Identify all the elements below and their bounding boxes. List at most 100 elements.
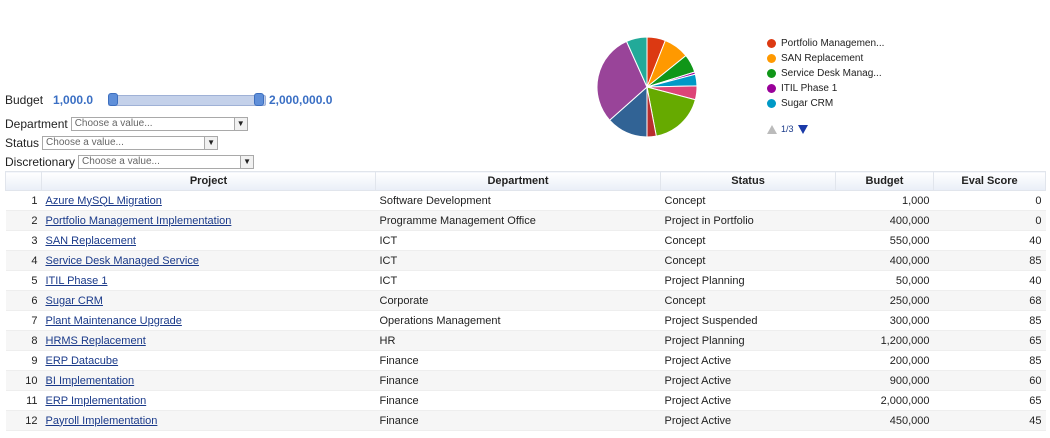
status-cell: Concept [660,250,836,271]
budget-max-handle[interactable] [254,93,264,106]
table-row[interactable]: 3 SAN Replacement ICT Concept 550,000 40 [5,230,1046,251]
row-number: 4 [5,250,42,271]
table-row[interactable]: 8 HRMS Replacement HR Project Planning 1,200… [5,330,1046,351]
legend-label: Portfolio Managemen... [781,38,885,49]
department-cell: Finance [375,390,661,411]
project-link[interactable]: BI Implementation [45,374,135,387]
legend-page-indicator: 1/3 [781,124,794,134]
project-link[interactable]: Payroll Implementation [45,414,158,427]
legend-swatch [767,39,776,48]
legend-swatch [767,99,776,108]
project-cell: ERP Datacube [41,350,376,371]
department-cell: ICT [375,250,661,271]
project-link[interactable]: ERP Implementation [45,394,147,407]
department-cell: Finance [375,410,661,431]
pie-slice[interactable] [646,86,696,137]
legend-item[interactable]: Service Desk Manag... [767,66,884,81]
status-cell: Concept [660,190,836,211]
budget-max-value: 2,000,000.0 [269,93,333,107]
chevron-down-icon[interactable]: ▼ [240,155,254,168]
status-cell: Project Active [660,370,836,391]
status-cell: Project Suspended [660,310,836,331]
discretionary-select-placeholder: Choose a value... [82,155,160,167]
budget-cell: 400,000 [835,210,934,231]
chevron-down-icon[interactable]: ▼ [233,117,247,130]
project-cell: ITIL Phase 1 [41,270,376,291]
legend-item[interactable]: ITIL Phase 1 [767,81,884,96]
legend-pager: 1/3 [767,124,808,134]
department-cell: Finance [375,370,661,391]
project-link[interactable]: Plant Maintenance Upgrade [45,314,182,327]
status-select-placeholder: Choose a value... [46,136,124,148]
project-link[interactable]: Azure MySQL Migration [45,194,162,207]
discretionary-select[interactable]: Choose a value... ▼ [78,154,255,169]
eval-score-cell: 85 [933,250,1046,271]
eval-score-column-header[interactable]: Eval Score [933,171,1046,191]
status-cell: Concept [660,230,836,251]
row-number: 6 [5,290,42,311]
eval-score-cell: 40 [933,270,1046,291]
table-row[interactable]: 5 ITIL Phase 1 ICT Project Planning 50,000 40 [5,270,1046,291]
table-row[interactable]: 6 Sugar CRM Corporate Concept 250,000 68 [5,290,1046,311]
project-column-header[interactable]: Project [41,171,376,191]
department-column-header[interactable]: Department [375,171,661,191]
pie-slice[interactable] [625,36,648,88]
department-label: Department [5,116,68,131]
project-link[interactable]: ERP Datacube [45,354,119,367]
project-link[interactable]: Sugar CRM [45,294,103,307]
table-row[interactable]: 11 ERP Implementation Finance Project Activ… [5,390,1046,411]
project-cell: SAN Replacement [41,230,376,251]
project-cell: HRMS Replacement [41,330,376,351]
status-label: Status [5,135,40,150]
status-cell: Project Active [660,350,836,371]
status-cell: Project Planning [660,270,836,291]
row-number: 8 [5,330,42,351]
eval-score-cell: 85 [933,310,1046,331]
legend-label: SAN Replacement [781,53,864,64]
department-select[interactable]: Choose a value... ▼ [70,116,248,131]
legend-item[interactable]: Portfolio Managemen... [767,36,884,51]
project-cell: Service Desk Managed Service [41,250,376,271]
project-link[interactable]: ITIL Phase 1 [45,274,108,287]
table-row[interactable]: 12 Payroll Implementation Finance Project A… [5,410,1046,431]
legend-next-page-icon[interactable] [797,124,808,134]
status-column-header[interactable]: Status [660,171,836,191]
budget-cell: 1,000 [835,190,934,211]
table-row[interactable]: 2 Portfolio Management Implementation Prog… [5,210,1046,231]
budget-pie-chart[interactable] [590,30,704,144]
legend-item[interactable]: Sugar CRM [767,96,884,111]
legend-item[interactable]: SAN Replacement [767,51,884,66]
department-cell: Corporate [375,290,661,311]
budget-column-header[interactable]: Budget [835,171,934,191]
budget-range-slider[interactable] [108,93,266,106]
budget-cell: 1,200,000 [835,330,934,351]
pie-slice[interactable] [596,40,648,121]
project-cell: Plant Maintenance Upgrade [41,310,376,331]
table-row[interactable]: 1 Azure MySQL Migration Software Developme… [5,190,1046,211]
budget-cell: 250,000 [835,290,934,311]
chevron-down-icon[interactable]: ▼ [204,136,218,149]
budget-min-handle[interactable] [108,93,118,106]
budget-cell: 400,000 [835,250,934,271]
project-link[interactable]: Portfolio Management Implementation [45,214,232,227]
eval-score-cell: 65 [933,390,1046,411]
legend-prev-page-icon[interactable] [767,124,777,134]
department-cell: Programme Management Office [375,210,661,231]
project-cell: Portfolio Management Implementation [41,210,376,231]
project-link[interactable]: Service Desk Managed Service [45,254,199,267]
project-link[interactable]: SAN Replacement [45,234,137,247]
status-cell: Project Planning [660,330,836,351]
table-row[interactable]: 10 BI Implementation Finance Project Active… [5,370,1046,391]
table-row[interactable]: 7 Plant Maintenance Upgrade Operations Man… [5,310,1046,331]
legend-label: Sugar CRM [781,98,834,109]
row-number-header [5,171,42,191]
table-row[interactable]: 9 ERP Datacube Finance Project Active 200,00… [5,350,1046,371]
project-link[interactable]: HRMS Replacement [45,334,146,347]
project-cell: BI Implementation [41,370,376,391]
department-cell: ICT [375,270,661,291]
budget-cell: 900,000 [835,370,934,391]
eval-score-cell: 85 [933,350,1046,371]
table-row[interactable]: 4 Service Desk Managed Service ICT Concept 4… [5,250,1046,271]
project-cell: Payroll Implementation [41,410,376,431]
status-select[interactable]: Choose a value... ▼ [42,135,219,150]
